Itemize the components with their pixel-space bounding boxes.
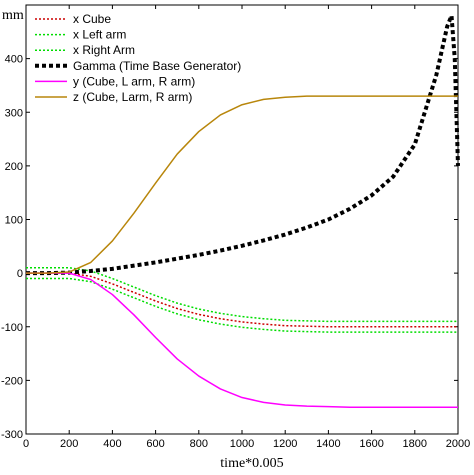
- x-tick-label: 400: [103, 438, 121, 450]
- series-line-0: [26, 272, 458, 328]
- x-tick-label: 2000: [446, 438, 470, 450]
- x-tick-label: 1400: [316, 438, 340, 450]
- y-axis-label: mm: [2, 8, 24, 23]
- x-tick-label: 200: [60, 438, 78, 450]
- series-layer: [26, 13, 460, 408]
- series-line-1: [26, 267, 458, 323]
- x-axis-label: time*0.005: [220, 456, 283, 471]
- y-tick-label: 100: [5, 215, 23, 227]
- x-tick-label: 1000: [230, 438, 254, 450]
- x-tick-label: 800: [190, 438, 208, 450]
- legend-label-3: Gamma (Time Base Generator): [73, 59, 241, 73]
- y-tick-label: 200: [5, 161, 23, 173]
- y-tick-label: -300: [1, 429, 23, 441]
- legend-label-2: x Right Arm: [73, 43, 135, 57]
- y-tick-label: 300: [5, 107, 23, 119]
- legend-label-1: x Left arm: [73, 28, 126, 42]
- legend-label-0: x Cube: [73, 12, 111, 26]
- legend-label-4: y (Cube, L arm, R arm): [73, 74, 195, 88]
- x-tick-label: 1200: [273, 438, 297, 450]
- series-line-4: [26, 272, 458, 408]
- y-tick-label: 0: [17, 268, 23, 280]
- x-tick-label: 0: [23, 438, 29, 450]
- x-tick-label: 1600: [359, 438, 383, 450]
- x-tick-label: 600: [146, 438, 164, 450]
- legend-label-5: z (Cube, Larm, R arm): [73, 90, 192, 104]
- axes-layer: 0 200 400 600 800 1000 1200 1400 1600 1800 2000-30…: [1, 4, 470, 450]
- y-tick-label: 400: [5, 54, 23, 66]
- series-line-5: [26, 95, 458, 274]
- x-tick-label: 1800: [403, 438, 427, 450]
- series-line-2: [26, 277, 458, 333]
- y-tick-label: -100: [1, 322, 23, 334]
- y-tick-label: -200: [1, 375, 23, 387]
- series-line-3: [26, 13, 460, 276]
